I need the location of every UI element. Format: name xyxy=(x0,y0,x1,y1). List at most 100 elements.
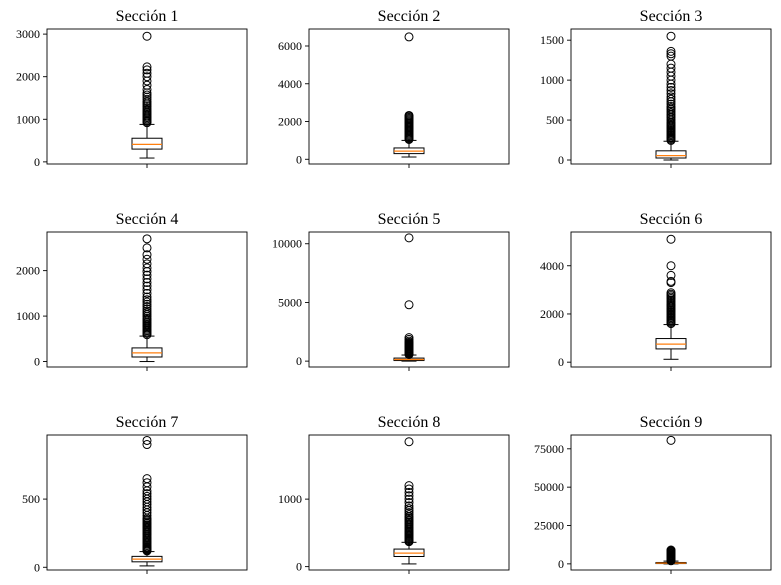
subplot-8: Sección 8 0 1000 xyxy=(278,414,510,574)
outlier-point xyxy=(142,84,152,94)
y-tick-label: 2000 xyxy=(278,115,302,129)
y-tick-label: 0 xyxy=(34,560,40,574)
outlier-point xyxy=(142,299,152,309)
outlier-point xyxy=(666,94,676,104)
iqr-box xyxy=(131,137,163,150)
axes-frame xyxy=(46,28,248,165)
axes-frame xyxy=(308,231,510,368)
y-tick-label: 0 xyxy=(296,354,302,368)
y-tick-label: 75000 xyxy=(534,442,564,456)
subplot-title: Sección 7 xyxy=(116,414,179,431)
axes-frame xyxy=(308,434,510,571)
outlier-point xyxy=(142,281,152,291)
y-tick-label: 0 xyxy=(296,152,302,166)
y-tick-label: 0 xyxy=(296,560,302,574)
outlier-point xyxy=(142,270,152,280)
outlier-point xyxy=(666,82,676,92)
outlier-point xyxy=(666,261,676,271)
outlier-point xyxy=(142,288,152,298)
y-tick-label: 500 xyxy=(22,492,40,506)
y-tick-label: 500 xyxy=(546,113,564,127)
outlier-point xyxy=(404,233,414,243)
outlier-point xyxy=(666,46,676,56)
outlier-point xyxy=(142,250,152,260)
outlier-point xyxy=(404,481,414,491)
y-tick-label: 2000 xyxy=(540,307,564,321)
outlier-point xyxy=(666,31,676,41)
y-tick-label: 1000 xyxy=(278,492,302,506)
outlier-point xyxy=(666,270,676,280)
outlier-point xyxy=(142,243,152,253)
outlier-point xyxy=(142,285,152,295)
y-tick-label: 0 xyxy=(558,355,564,369)
subplot-title: Sección 9 xyxy=(640,414,703,431)
outlier-point xyxy=(142,62,152,72)
outlier-point xyxy=(666,49,676,59)
outlier-point xyxy=(404,501,414,511)
outlier-point xyxy=(142,491,152,501)
outlier-point xyxy=(142,259,152,269)
subplot-4: Sección 4 0 1000 2000 xyxy=(16,211,248,371)
y-tick-label: 4000 xyxy=(278,77,302,91)
outlier-point xyxy=(404,300,414,310)
outlier-point xyxy=(142,474,152,484)
outlier-point xyxy=(666,101,676,111)
outlier-point xyxy=(666,51,676,61)
outlier-point xyxy=(142,292,152,302)
subplot-title: Sección 3 xyxy=(640,8,703,25)
subplot-6: Sección 6 0 2000 4000 xyxy=(540,211,772,371)
y-tick-label: 6000 xyxy=(278,39,302,53)
outlier-point xyxy=(142,440,152,450)
outlier-point xyxy=(404,32,414,42)
axes-frame xyxy=(308,28,510,165)
subplot-5: Sección 5 0 5000 10000 xyxy=(272,211,510,371)
outlier-point xyxy=(404,491,414,501)
outlier-point xyxy=(404,498,414,507)
y-tick-label: 0 xyxy=(34,155,40,169)
outlier-point xyxy=(404,487,414,497)
outlier-point xyxy=(666,86,676,96)
outlier-point xyxy=(142,306,152,316)
outlier-point xyxy=(142,96,152,106)
outlier-point xyxy=(404,437,414,447)
outlier-point xyxy=(142,297,152,307)
y-tick-label: 0 xyxy=(558,153,564,167)
outlier-point xyxy=(404,333,414,343)
outlier-point xyxy=(666,89,676,99)
outlier-point xyxy=(142,94,152,104)
subplot-1: Sección 1 0 1000 2000 3000 xyxy=(16,8,248,169)
y-tick-label: 0 xyxy=(558,557,564,571)
subplot-title: Sección 1 xyxy=(116,8,179,25)
y-tick-label: 0 xyxy=(34,355,40,369)
subplot-title: Sección 6 xyxy=(640,211,703,228)
outlier-point xyxy=(142,489,152,499)
outlier-point xyxy=(142,277,152,287)
outlier-point xyxy=(142,72,152,82)
outlier-point xyxy=(142,254,152,264)
subplot-title: Sección 2 xyxy=(378,8,441,25)
subplot-title: Sección 4 xyxy=(116,211,179,228)
y-tick-label: 10000 xyxy=(272,237,302,251)
subplot-9: Sección 9 0 25000 50000 75000 xyxy=(534,414,772,574)
outlier-point xyxy=(142,65,152,75)
outlier-point xyxy=(666,99,676,109)
y-tick-label: 1500 xyxy=(540,33,564,47)
y-tick-label: 2000 xyxy=(16,70,40,84)
outlier-point xyxy=(142,90,152,100)
outlier-point xyxy=(666,545,676,555)
outlier-point xyxy=(142,234,152,244)
outlier-point xyxy=(142,304,152,314)
outlier-point xyxy=(404,504,414,514)
axes-frame xyxy=(46,434,248,571)
outlier-point xyxy=(404,110,414,120)
outlier-point xyxy=(142,263,152,273)
outlier-point xyxy=(666,276,676,286)
outlier-point xyxy=(142,68,152,78)
outlier-point xyxy=(142,80,152,90)
y-tick-label: 5000 xyxy=(278,295,302,309)
y-tick-label: 25000 xyxy=(534,519,564,533)
outlier-point xyxy=(142,274,152,284)
y-tick-label: 1000 xyxy=(16,112,40,126)
outlier-point xyxy=(666,234,676,244)
